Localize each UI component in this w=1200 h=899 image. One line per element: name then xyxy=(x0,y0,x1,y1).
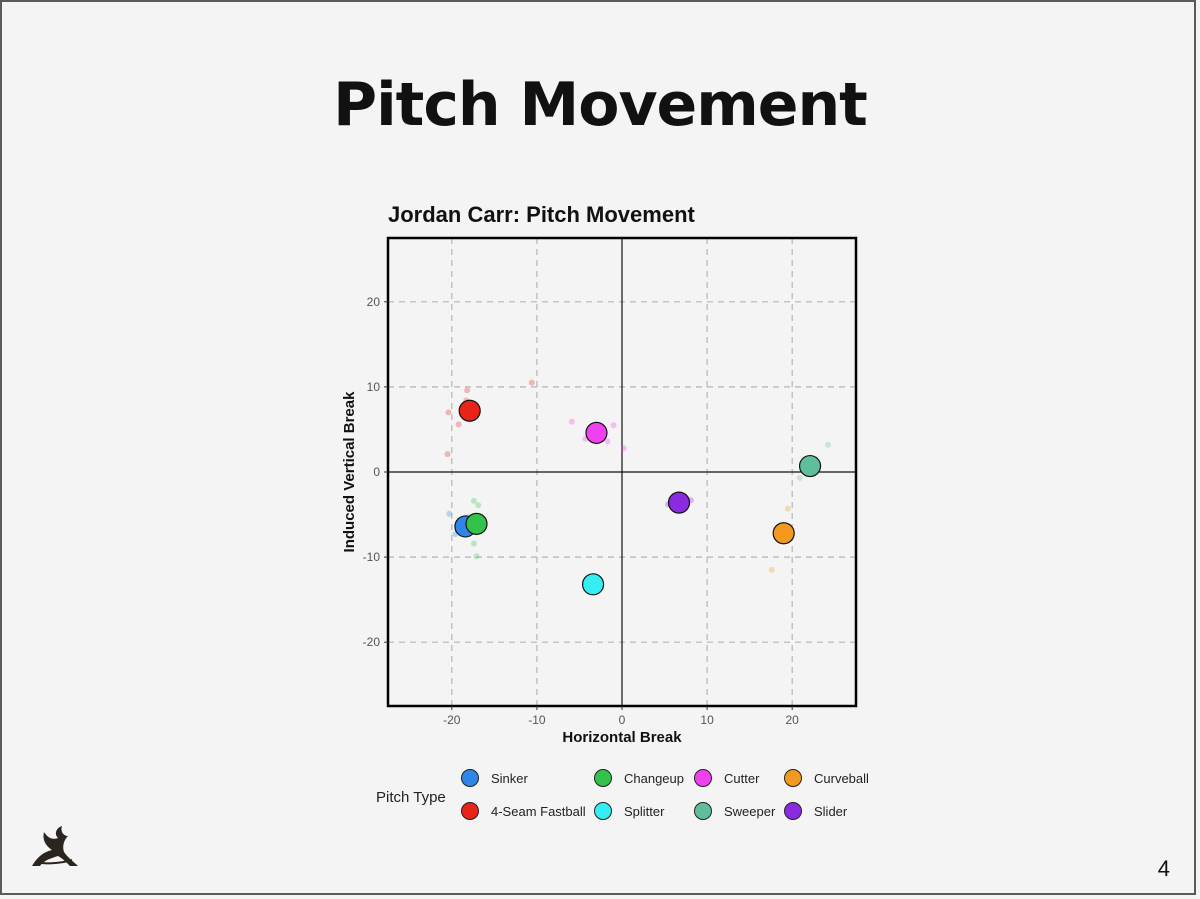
pitch-mean-marker xyxy=(581,573,605,596)
x-tick-label: -10 xyxy=(528,713,546,727)
legend-label: Cutter xyxy=(724,770,760,786)
legend-item: Splitter xyxy=(594,802,664,820)
pitch-point xyxy=(445,409,452,416)
y-axis-label: Induced Vertical Break xyxy=(341,391,358,553)
legend-swatch xyxy=(594,769,612,787)
x-tick-label: 10 xyxy=(700,713,714,727)
legend-item: 4-Seam Fastball xyxy=(461,802,586,820)
x-tick-label: -20 xyxy=(443,713,461,727)
stylized-figure-logo-icon xyxy=(32,826,78,866)
legend-item: Changeup xyxy=(594,769,684,787)
pitch-point xyxy=(446,510,453,517)
legend-swatch xyxy=(784,769,802,787)
legend-label: Sweeper xyxy=(724,803,776,819)
pitch-point xyxy=(768,566,775,573)
pitch-point xyxy=(784,505,791,512)
pitch-point xyxy=(528,379,535,386)
pitch-point xyxy=(473,553,480,560)
y-tick-label: 10 xyxy=(367,380,381,394)
chart-legend: Pitch Type Sinker Changeup Cutter Curveball… xyxy=(376,764,896,828)
legend-swatch xyxy=(594,802,612,820)
legend-swatch xyxy=(461,802,479,820)
legend-label: Changeup xyxy=(624,770,684,786)
y-tick-label: 20 xyxy=(367,295,381,309)
legend-label: Slider xyxy=(814,803,848,819)
chart-title: Jordan Carr: Pitch Movement xyxy=(388,202,695,227)
slide-title: Pitch Movement xyxy=(333,70,868,140)
legend-item: Cutter xyxy=(694,769,759,787)
pitch-point xyxy=(464,387,471,394)
legend-label: 4-Seam Fastball xyxy=(491,803,586,819)
legend-item: Curveball xyxy=(784,769,869,787)
pitch-mean-marker xyxy=(465,512,488,536)
legend-label: Splitter xyxy=(624,803,665,819)
x-tick-label: 0 xyxy=(619,713,626,727)
legend-item: Sinker xyxy=(461,769,528,787)
pitch-mean-marker xyxy=(667,491,691,514)
legend-swatch xyxy=(461,769,479,787)
pitch-point xyxy=(444,451,451,458)
y-tick-label: 0 xyxy=(373,465,380,479)
y-tick-label: -20 xyxy=(363,635,381,649)
pitch-point xyxy=(604,438,611,445)
legend-item: Sweeper xyxy=(694,802,775,820)
legend-item: Slider xyxy=(784,802,847,820)
pitch-mean-marker xyxy=(772,522,795,545)
legend-swatch xyxy=(694,802,712,820)
legend-label: Sinker xyxy=(491,770,528,786)
pitch-point xyxy=(610,422,617,429)
pitch-point xyxy=(470,540,477,547)
pitch-point xyxy=(470,497,477,504)
pitch-point xyxy=(568,418,575,425)
pitch-mean-marker xyxy=(798,454,822,478)
legend-swatch xyxy=(694,769,712,787)
pitch-point xyxy=(455,421,462,428)
pitch-point xyxy=(796,474,803,481)
x-axis-label: Horizontal Break xyxy=(562,729,682,746)
pitch-point xyxy=(824,441,831,448)
pitch-point xyxy=(620,445,627,452)
legend-swatch xyxy=(784,802,802,820)
legend-title: Pitch Type xyxy=(376,789,446,806)
legend-label: Curveball xyxy=(814,770,869,786)
pitch-mean-marker xyxy=(585,421,608,444)
page-number: 4 xyxy=(1157,856,1170,881)
pitch-mean-marker xyxy=(458,399,481,422)
x-tick-label: 20 xyxy=(786,713,800,727)
pitch-point xyxy=(475,502,482,509)
y-tick-label: -10 xyxy=(363,550,381,564)
